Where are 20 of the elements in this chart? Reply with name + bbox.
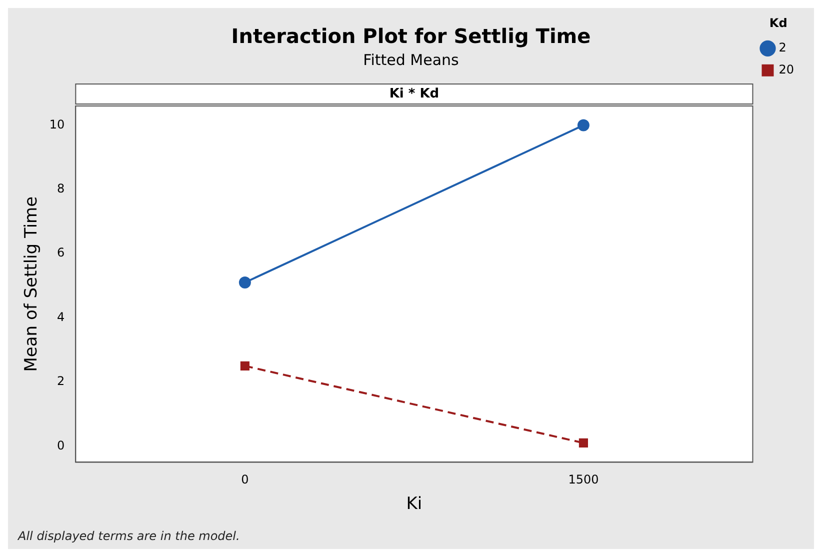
y-tick-label: 2 (57, 374, 65, 388)
y-tick-label: 0 (57, 438, 65, 452)
point (240, 361, 250, 370)
legend-label: 20 (778, 62, 794, 77)
x-tick-label: 1500 (568, 472, 599, 487)
chart-subtitle: Fitted Means (363, 50, 460, 69)
x-axis-title: Ki (406, 494, 422, 514)
y-tick-label: 6 (57, 246, 65, 260)
y-tick-label: 10 (49, 117, 65, 132)
text: Ki * Kd (389, 86, 440, 102)
y-tick-label: 8 (57, 182, 65, 196)
chart-title: Interaction Plot for Settlig Time (231, 24, 591, 48)
y-axis-title: Mean of Settlig Time (22, 196, 42, 372)
point (578, 438, 588, 448)
text: All displayed terms are in the model. (17, 529, 240, 544)
y-tick-label: 4 (57, 310, 65, 324)
legend-title: Kd (769, 16, 788, 30)
point (238, 276, 251, 288)
point (577, 119, 590, 132)
legend-label: 2 (778, 40, 786, 55)
